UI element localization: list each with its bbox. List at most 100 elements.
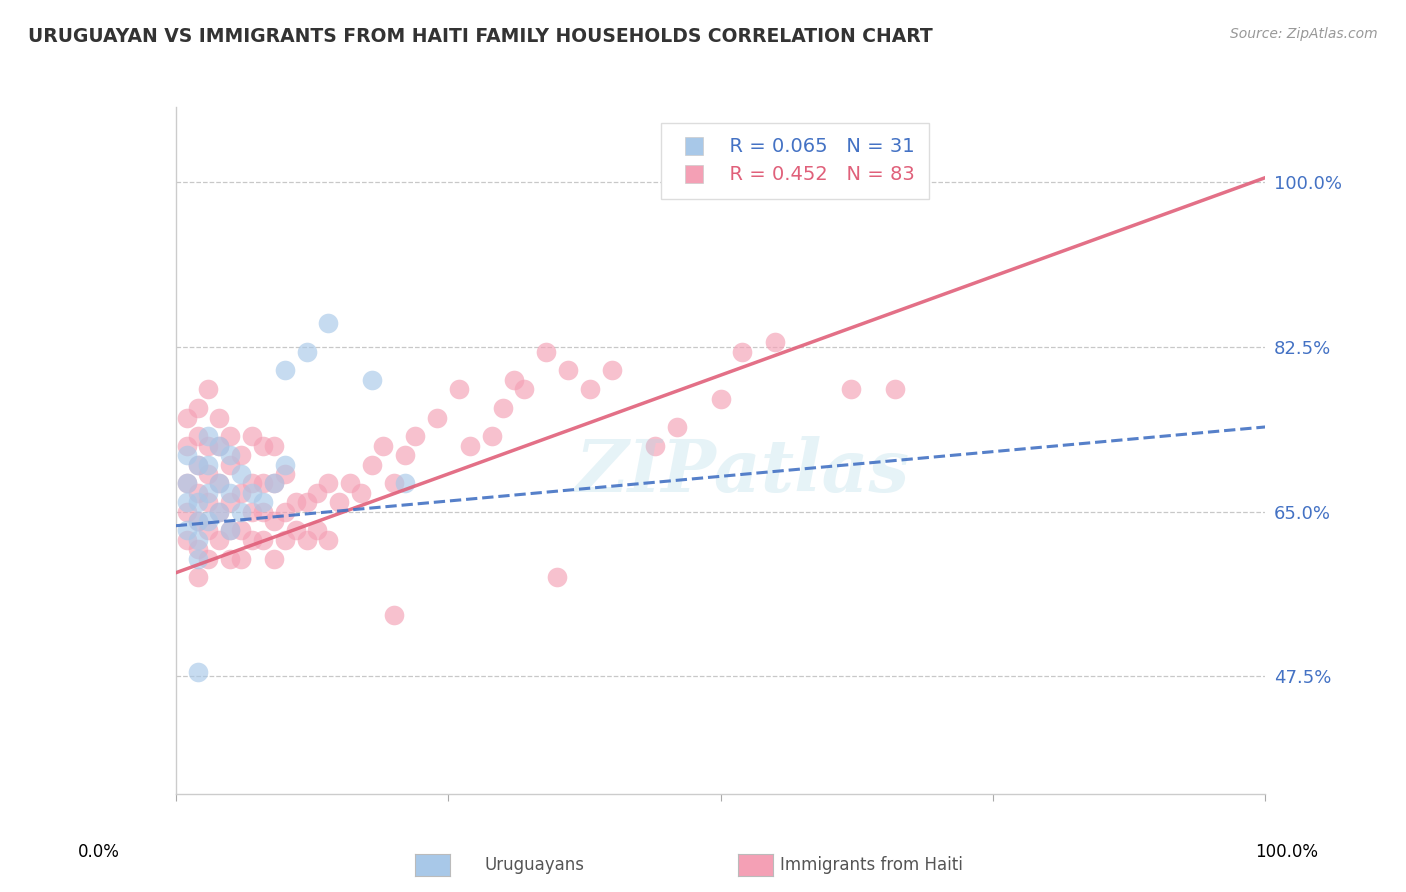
Point	[231, 485, 253, 500]
Point	[176, 476, 198, 491]
Point	[197, 551, 219, 566]
Point	[231, 467, 253, 481]
Point	[197, 429, 219, 443]
Point	[263, 514, 285, 528]
Point	[841, 382, 863, 396]
Point	[219, 458, 242, 472]
Point	[447, 382, 470, 396]
Point	[231, 505, 253, 519]
Point	[197, 382, 219, 396]
Point	[186, 485, 209, 500]
Point	[219, 485, 242, 500]
Point	[219, 524, 242, 538]
Point	[176, 439, 198, 453]
Point	[274, 458, 297, 472]
Point	[186, 429, 209, 443]
Point	[186, 495, 209, 509]
Point	[263, 476, 285, 491]
Point	[176, 410, 198, 425]
Point	[644, 439, 666, 453]
Point	[360, 458, 382, 472]
Point	[219, 495, 242, 509]
Text: ZIPatlas: ZIPatlas	[575, 435, 910, 507]
Point	[208, 476, 231, 491]
Point	[481, 429, 503, 443]
Point	[219, 429, 242, 443]
Point	[295, 495, 318, 509]
Point	[274, 467, 297, 481]
Point	[502, 373, 524, 387]
Point	[186, 514, 209, 528]
Point	[208, 439, 231, 453]
Point	[252, 495, 274, 509]
Point	[176, 524, 198, 538]
Text: Immigrants from Haiti: Immigrants from Haiti	[780, 856, 963, 874]
Point	[350, 485, 373, 500]
Point	[252, 439, 274, 453]
Point	[307, 485, 329, 500]
Point	[763, 335, 786, 350]
Point	[360, 373, 382, 387]
Point	[231, 524, 253, 538]
Point	[186, 551, 209, 566]
Point	[731, 344, 754, 359]
Point	[186, 458, 209, 472]
Point	[274, 533, 297, 547]
Point	[252, 505, 274, 519]
Point	[426, 410, 449, 425]
Point	[240, 476, 263, 491]
Point	[197, 495, 219, 509]
Point	[186, 458, 209, 472]
Point	[208, 505, 231, 519]
Legend:   R = 0.065   N = 31,   R = 0.452   N = 83: R = 0.065 N = 31, R = 0.452 N = 83	[661, 123, 929, 199]
Point	[263, 439, 285, 453]
Point	[186, 570, 209, 584]
Point	[186, 665, 209, 679]
Point	[197, 458, 219, 472]
Point	[208, 410, 231, 425]
Text: Source: ZipAtlas.com: Source: ZipAtlas.com	[1230, 27, 1378, 41]
Point	[328, 495, 350, 509]
Point	[197, 467, 219, 481]
Point	[231, 448, 253, 462]
Point	[240, 485, 263, 500]
Point	[252, 476, 274, 491]
Point	[492, 401, 515, 416]
Point	[284, 495, 307, 509]
Point	[394, 476, 416, 491]
Point	[307, 524, 329, 538]
Point	[186, 542, 209, 557]
Point	[252, 533, 274, 547]
Point	[371, 439, 394, 453]
Point	[186, 514, 209, 528]
Point	[231, 551, 253, 566]
Point	[339, 476, 361, 491]
Point	[318, 533, 340, 547]
Point	[710, 392, 733, 406]
Point	[263, 551, 285, 566]
Point	[405, 429, 427, 443]
Point	[295, 533, 318, 547]
Point	[884, 382, 907, 396]
Point	[382, 476, 405, 491]
Point	[458, 439, 481, 453]
Point	[176, 533, 198, 547]
Point	[176, 476, 198, 491]
Point	[208, 533, 231, 547]
Point	[208, 505, 231, 519]
Point	[219, 448, 242, 462]
Point	[600, 363, 623, 377]
Point	[197, 439, 219, 453]
Point	[208, 439, 231, 453]
Point	[240, 429, 263, 443]
Text: Uruguayans: Uruguayans	[484, 856, 585, 874]
Point	[382, 608, 405, 623]
Point	[176, 448, 198, 462]
Text: URUGUAYAN VS IMMIGRANTS FROM HAITI FAMILY HOUSEHOLDS CORRELATION CHART: URUGUAYAN VS IMMIGRANTS FROM HAITI FAMIL…	[28, 27, 932, 45]
Point	[284, 524, 307, 538]
Point	[579, 382, 602, 396]
Text: 0.0%: 0.0%	[77, 843, 120, 861]
Point	[197, 514, 219, 528]
Point	[263, 476, 285, 491]
Point	[513, 382, 536, 396]
